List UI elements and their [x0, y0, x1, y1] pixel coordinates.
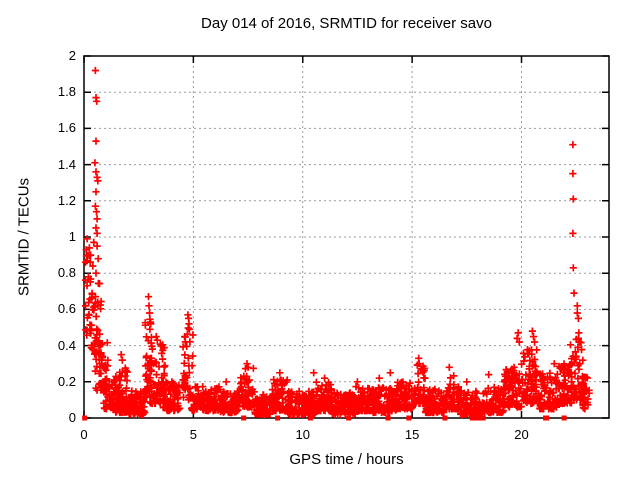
- chart-title: Day 014 of 2016, SRMTID for receiver sav…: [201, 15, 492, 32]
- y-tick-label: 0.4: [57, 337, 76, 353]
- y-tick-label: 2: [68, 48, 76, 63]
- y-tick-label: 1.6: [57, 120, 76, 136]
- y-tick-label: 1: [68, 229, 76, 244]
- x-tick-label: 0: [80, 427, 88, 442]
- y-tick-label: 1.2: [57, 192, 76, 208]
- y-tick-label: 1.4: [57, 156, 76, 172]
- y-tick-label: 0.6: [57, 301, 76, 317]
- y-tick-label: 0.8: [57, 265, 76, 281]
- x-tick-label: 15: [404, 427, 420, 442]
- x-tick-label: 20: [514, 427, 529, 442]
- y-tick-label: 0.2: [57, 373, 76, 389]
- y-tick-label: 0: [68, 410, 76, 425]
- x-tick-label: 5: [189, 427, 197, 442]
- zero-points: [82, 415, 567, 421]
- x-tick-label: 10: [295, 427, 310, 442]
- scatter-points: [81, 66, 593, 418]
- y-tick-label: 1.8: [57, 84, 76, 100]
- x-axis-label: GPS time / hours: [289, 451, 404, 468]
